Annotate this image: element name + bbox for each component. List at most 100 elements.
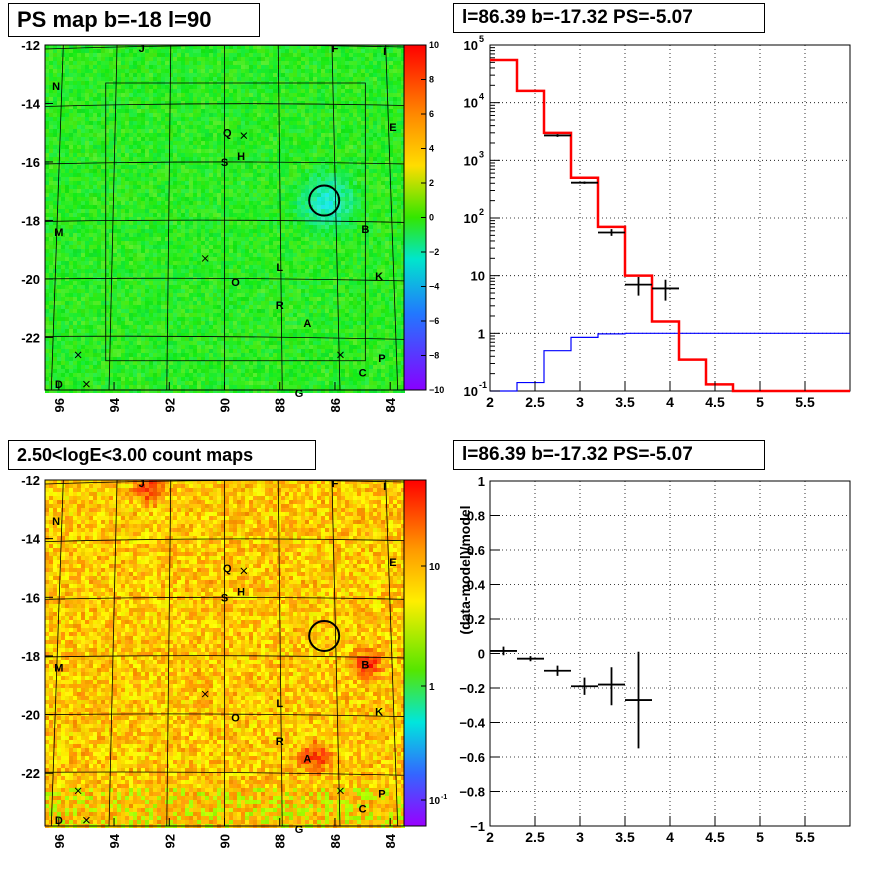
map-pixel [381,85,385,89]
map-pixel [73,57,77,61]
map-pixel [397,165,401,169]
map-pixel [129,249,133,253]
map-pixel [393,189,397,193]
map-pixel [213,209,217,213]
map-pixel [393,121,397,125]
map-pixel [77,225,81,229]
map-pixel [273,201,277,205]
map-pixel [261,61,265,65]
map-pixel [213,261,217,265]
map-pixel [237,85,241,89]
map-pixel [189,261,193,265]
map-pixel [49,105,53,109]
map-pixel [397,141,401,145]
map-pixel [189,233,193,237]
map-pixel [329,65,333,69]
map-pixel [257,125,261,129]
map-pixel [309,137,313,141]
map-pixel [73,45,77,49]
map-pixel [385,189,389,193]
map-pixel [157,65,161,69]
map-pixel [289,93,293,97]
map-pixel [189,89,193,93]
map-pixel [265,141,269,145]
map-pixel [273,53,277,57]
map-pixel [185,213,189,217]
map-pixel [265,121,269,125]
map-pixel [237,193,241,197]
map-pixel [145,249,149,253]
map-pixel [305,141,309,145]
map-pixel [333,101,337,105]
map-pixel [169,165,173,169]
map-pixel [333,109,337,113]
map-pixel [337,217,341,221]
map-pixel [53,241,57,245]
map-pixel [209,129,213,133]
map-pixel [181,225,185,229]
map-pixel [205,49,209,53]
map-pixel [297,177,301,181]
map-pixel [397,149,401,153]
map-pixel [105,221,109,225]
map-pixel [337,185,341,189]
map-pixel [345,225,349,229]
map-pixel [53,77,57,81]
map-pixel [289,261,293,265]
map-pixel [113,57,117,61]
map-pixel [357,93,361,97]
map-pixel [157,205,161,209]
map-pixel [133,181,137,185]
map-pixel [229,53,233,57]
map-pixel [149,169,153,173]
map-pixel [237,221,241,225]
map-pixel [69,197,73,201]
map-pixel [301,169,305,173]
map-pixel [329,181,333,185]
map-pixel [233,261,237,265]
map-pixel [345,181,349,185]
map-pixel [321,97,325,101]
map-pixel [381,261,385,265]
map-pixel [165,53,169,57]
map-pixel [313,153,317,157]
map-pixel [97,101,101,105]
map-pixel [361,181,365,185]
map-pixel [125,49,129,53]
map-pixel [177,181,181,185]
map-pixel [77,145,81,149]
map-pixel [61,101,65,105]
map-pixel [225,241,229,245]
map-pixel [73,169,77,173]
map-pixel [201,161,205,165]
map-pixel [77,213,81,217]
map-pixel [77,189,81,193]
map-pixel [225,105,229,109]
map-pixel [393,233,397,237]
map-pixel [265,237,269,241]
map-pixel [309,145,313,149]
map-pixel [361,121,365,125]
map-pixel [101,201,105,205]
map-pixel [365,69,369,73]
map-pixel [325,241,329,245]
map-pixel [213,257,217,261]
map-pixel [157,217,161,221]
map-pixel [157,105,161,109]
map-pixel [245,249,249,253]
map-pixel [165,61,169,65]
map-pixel [145,93,149,97]
map-pixel [45,149,49,153]
map-pixel [361,229,365,233]
map-pixel [153,221,157,225]
map-pixel [385,165,389,169]
map-pixel [141,185,145,189]
map-pixel [377,141,381,145]
map-pixel [129,121,133,125]
map-pixel [81,177,85,181]
map-pixel [89,57,93,61]
map-pixel [385,185,389,189]
map-pixel [169,241,173,245]
map-pixel [357,213,361,217]
map-pixel [213,221,217,225]
